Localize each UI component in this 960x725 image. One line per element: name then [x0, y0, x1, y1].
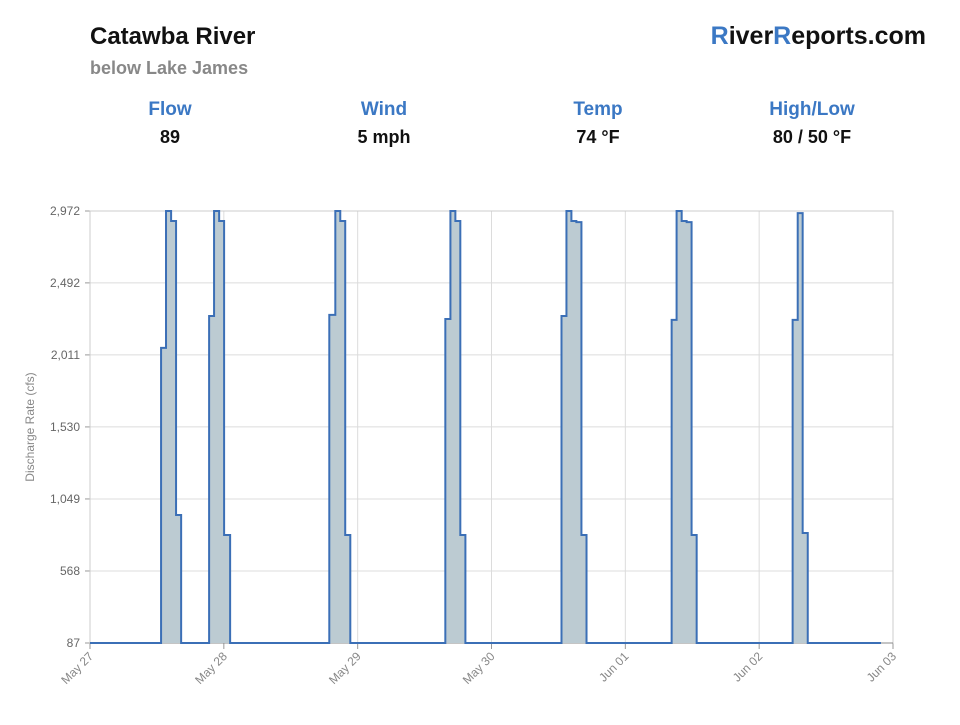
x-tick-label: Jun 03: [864, 649, 900, 685]
stat-value: 89: [160, 127, 180, 147]
stat-value: 80 / 50 °F: [773, 127, 851, 147]
line: [90, 210, 881, 644]
x-tick-label: May 27: [58, 649, 96, 687]
y-tick-label: 2,972: [50, 204, 80, 218]
stat-label: High/Low: [769, 99, 855, 120]
y-tick-label: 87: [67, 636, 81, 650]
y-tick-label: 568: [60, 564, 80, 578]
x-tick-label: Jun 02: [730, 649, 766, 685]
logo-part: iver: [729, 22, 774, 50]
y-axis-label: Discharge Rate (cfs): [23, 372, 37, 481]
x-tick-label: May 30: [460, 649, 498, 687]
logo[interactable]: RiverReports.com: [711, 22, 926, 50]
y-tick-label: 1,049: [50, 492, 80, 506]
y-tick-label: 2,011: [51, 348, 80, 362]
area: [90, 211, 881, 643]
logo-part: R: [711, 22, 729, 50]
x-tick-label: May 28: [192, 649, 230, 687]
stat-value: 5 mph: [357, 127, 410, 147]
stat-label: Wind: [361, 99, 407, 120]
stat-label: Temp: [573, 99, 622, 120]
stat-label: Flow: [148, 99, 191, 120]
title: Catawba River: [90, 23, 255, 50]
subtitle: below Lake James: [90, 58, 248, 78]
y-tick-label: 2,492: [50, 276, 80, 290]
stat-value: 74 °F: [576, 127, 619, 147]
logo-part: R: [773, 22, 791, 50]
x-tick-label: May 29: [326, 649, 364, 687]
logo-part: eports.com: [791, 22, 926, 50]
x-tick-label: Jun 01: [596, 649, 632, 685]
y-tick-label: 1,530: [50, 420, 80, 434]
